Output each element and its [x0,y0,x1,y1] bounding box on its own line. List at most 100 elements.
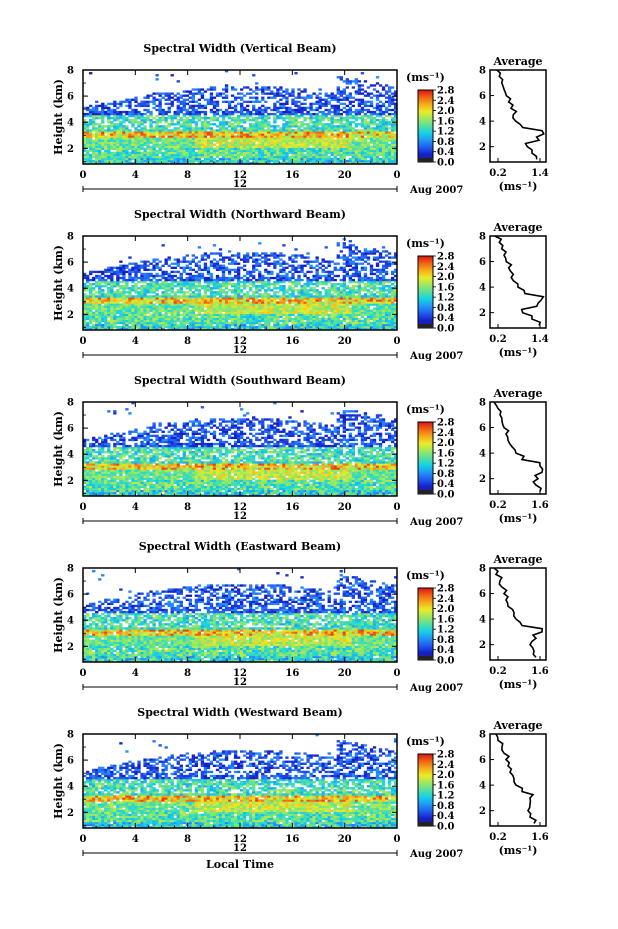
date-marker: 12 [233,677,247,688]
y-tick-label: 8 [67,730,74,741]
colorbar [417,89,434,163]
colorbar-tick-label: 1.6 [437,614,454,625]
x-tick-label: 0 [80,834,87,845]
date-label: Aug 2007 [409,351,463,362]
colorbar-tick-label: 2.8 [437,252,454,263]
x-tick-label: 12 [233,336,247,347]
profile-axes [489,567,547,661]
y-tick-label: 6 [67,424,74,435]
average-profile: Average 2 4 6 8 0.2 1.6(ms⁻¹) [479,387,549,525]
y-tick-label: 4 [67,782,74,793]
date-label: Aug 2007 [409,849,463,860]
profile-y-tick-label: 2 [479,806,486,817]
y-axis-label: Height (km) [52,245,65,321]
average-profile: Average 2 4 6 8 0.2 1.4(ms⁻¹) [479,55,549,193]
profile-y-tick-label: 6 [479,589,486,600]
x-tick-label: 8 [184,834,191,845]
y-tick-label: 4 [67,118,74,129]
colorbar-tick-label: 0.4 [437,479,454,490]
y-tick-label: 8 [67,232,74,243]
colorbar-tick-label: 0.4 [437,811,454,822]
profile-y-tick-label: 4 [479,615,486,626]
profile-y-tick-label: 2 [479,308,486,319]
colorbar-tick-label: 2.0 [437,272,454,283]
panel-4: Spectral Width (Eastward Beam)2468Height… [52,540,549,694]
profile-x-tick-label: 1.6 [531,500,548,511]
x-tick-label: 4 [132,170,139,181]
x-tick-label: 0 [80,668,87,679]
profile-x-axis-label: (ms⁻¹) [499,844,538,857]
y-tick-label: 2 [67,642,74,653]
colorbar-tick-label: 1.6 [437,116,454,127]
profile-x-tick-label: 1.6 [531,832,548,843]
colorbar-unit: (ms⁻¹) [406,569,445,582]
colorbar [417,255,434,329]
colorbar-tick-label: 1.2 [437,293,454,304]
colorbar-tick-label: 1.6 [437,282,454,293]
colorbar-tick-label: 2.0 [437,106,454,117]
x-tick-label: 20 [338,170,352,181]
colorbar-tick-label: 2.8 [437,750,454,761]
y-axis-label: Height (km) [52,79,65,155]
y-tick-label: 2 [67,144,74,155]
x-tick-label: 12 [233,170,247,181]
colorbar-tick-label: 0.8 [437,137,454,148]
colorbar-tick-label: 0.0 [437,324,454,335]
profile-title: Average [492,553,542,566]
profile-y-tick-label: 6 [479,755,486,766]
x-tick-label: 0 [394,502,401,513]
profile-title: Average [492,719,542,732]
x-tick-label: 8 [184,668,191,679]
colorbar-unit: (ms⁻¹) [406,237,445,250]
date-label: Aug 2007 [409,517,463,528]
y-tick-label: 8 [67,398,74,409]
colorbar-tick-label: 1.2 [437,127,454,138]
x-tick-label: 8 [184,170,191,181]
profile-x-tick-label: 0.2 [489,500,506,511]
date-marker: 12 [233,179,247,190]
y-tick-label: 8 [67,564,74,575]
profile-y-tick-label: 2 [479,474,486,485]
profile-x-tick-label: 1.4 [531,334,548,345]
x-tick-label: 0 [394,834,401,845]
profile-x-axis-label: (ms⁻¹) [499,180,538,193]
x-tick-label: 4 [132,502,139,513]
colorbar-tick-label: 2.4 [437,96,454,107]
colorbar-tick-label: 2.4 [437,262,454,273]
colorbar-tick-label: 0.0 [437,158,454,169]
x-tick-label: 16 [285,336,299,347]
panel-1: Spectral Width (Vertical Beam)2468Height… [52,42,549,196]
profile-y-tick-label: 4 [479,781,486,792]
colorbar-tick-label: 2.8 [437,584,454,595]
x-tick-label: 0 [80,170,87,181]
x-tick-label: 12 [233,502,247,513]
date-label: Aug 2007 [409,185,463,196]
x-tick-label: 8 [184,336,191,347]
x-tick-label: 0 [394,668,401,679]
colorbar-tick-label: 0.8 [437,801,454,812]
colorbar-tick-label: 2.4 [437,428,454,439]
profile-x-tick-label: 0.2 [489,334,506,345]
colorbar-tick-label: 0.0 [437,656,454,667]
profile-y-tick-label: 8 [479,730,486,741]
colorbar-tick-label: 0.8 [437,635,454,646]
x-tick-label: 4 [132,668,139,679]
x-tick-label: 20 [338,668,352,679]
date-label: Aug 2007 [409,683,463,694]
x-tick-label: 4 [132,834,139,845]
colorbar-unit: (ms⁻¹) [406,71,445,84]
colorbar-unit: (ms⁻¹) [406,403,445,416]
date-marker: 12 [233,843,247,854]
x-axis-label: Local Time [206,858,274,871]
y-tick-label: 4 [67,450,74,461]
profile-x-tick-label: 1.6 [531,666,548,677]
x-tick-label: 8 [184,502,191,513]
profile-line [493,567,544,658]
y-tick-label: 2 [67,808,74,819]
colorbar-tick-label: 1.2 [437,459,454,470]
profile-x-tick-label: 0.2 [489,168,506,179]
heatmap-field [83,568,397,662]
colorbar-tick-label: 2.8 [437,86,454,97]
profile-x-tick-label: 1.4 [531,168,548,179]
y-tick-label: 6 [67,258,74,269]
